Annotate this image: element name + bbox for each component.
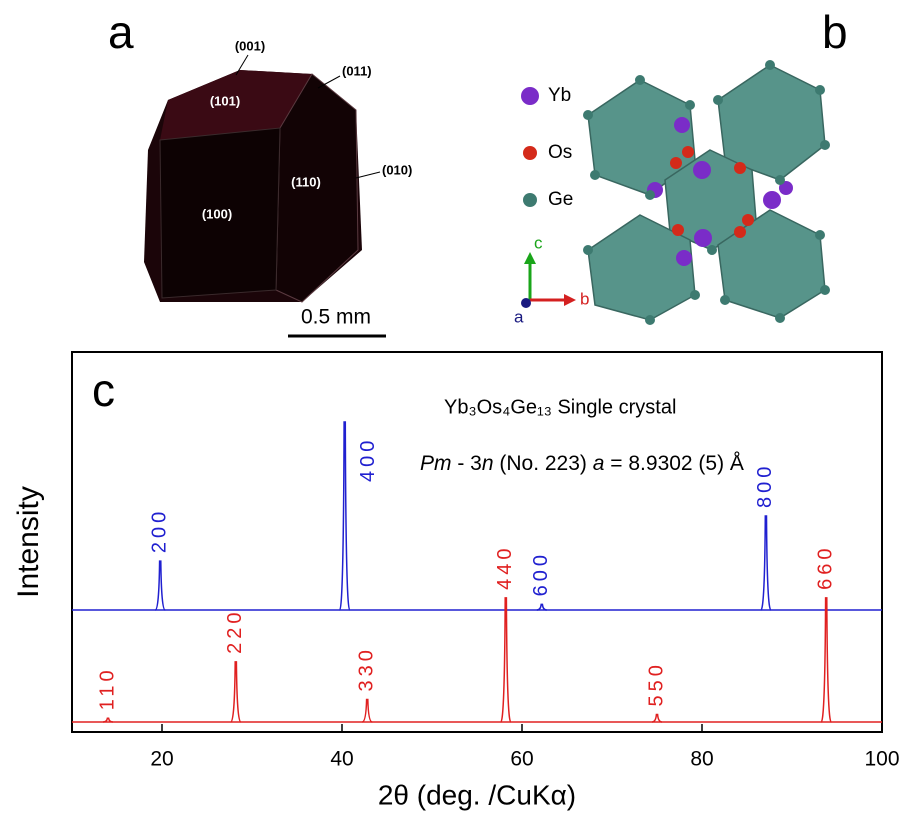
text: (No. 223)	[494, 452, 593, 475]
peak-label: 200	[148, 508, 170, 553]
peak	[361, 698, 373, 723]
text: Pm	[420, 452, 452, 475]
peak	[154, 560, 166, 611]
axis-label: c	[534, 233, 543, 252]
peak-label: 660	[814, 545, 836, 590]
peak-label: 600	[530, 551, 552, 596]
leader	[317, 75, 341, 89]
peak-label: 330	[355, 646, 377, 691]
panel-b: b c b a Yb Os Ge	[514, 6, 848, 326]
facet	[160, 70, 312, 140]
facet-label: (010)	[382, 162, 412, 177]
peak-label: 440	[494, 545, 516, 590]
facet-label: (100)	[202, 206, 232, 221]
legend-marker	[523, 193, 537, 207]
panel-letter: c	[92, 364, 115, 416]
peak-label: 400	[357, 437, 379, 482]
x-tick-label: 100	[864, 748, 899, 771]
x-axis-label: 2θ (deg. /CuKα)	[378, 779, 576, 810]
facet-label: (101)	[210, 93, 240, 108]
legend-label: Yb	[548, 85, 571, 106]
annotation: Yb₃Os₄Ge₁₃ Single crystal	[444, 396, 676, 418]
plot-frame	[71, 351, 883, 733]
arrowhead	[524, 252, 536, 264]
text: - 3	[452, 452, 482, 475]
facet-label: (011)	[342, 63, 372, 78]
panel-a: a (001) (011) (101) (110) (010) (100) 0.…	[108, 6, 412, 338]
scale-bar-label: 0.5 mm	[301, 306, 371, 329]
x-tick-label: 40	[330, 748, 353, 771]
x-tick-label: 20	[150, 748, 173, 771]
axis-label: b	[580, 289, 589, 308]
peak	[102, 717, 114, 723]
y-axis-label: Intensity	[12, 486, 45, 598]
axis-label: a	[514, 307, 524, 326]
facet-label: (110)	[291, 174, 321, 189]
facet	[159, 127, 281, 299]
peak-label: 110	[96, 666, 118, 710]
arrowhead	[564, 294, 576, 306]
peak	[500, 597, 512, 723]
leader	[235, 54, 249, 76]
peak	[536, 603, 547, 611]
legend-label: Ge	[548, 189, 573, 210]
leader	[355, 171, 381, 179]
panel-letter: b	[822, 6, 848, 58]
lattice-annotation: Pm - 3n (No. 223) a = 8.9302 (5) Å	[420, 452, 744, 475]
panel-letter: a	[108, 6, 134, 58]
legend-marker	[523, 146, 537, 160]
text: = 8.9302 (5) Å	[604, 452, 744, 475]
peak	[230, 661, 242, 723]
peak-label: 550	[645, 661, 667, 706]
peak-label: 800	[754, 463, 776, 508]
axis-dot	[521, 298, 531, 308]
facet-label: (001)	[235, 38, 265, 53]
peak	[651, 713, 663, 723]
x-tick-label: 80	[690, 748, 713, 771]
peak	[760, 515, 772, 611]
peak	[338, 421, 351, 611]
text: a	[593, 452, 605, 475]
peak	[820, 597, 832, 723]
peak-label: 220	[224, 608, 246, 653]
legend-label: Os	[548, 142, 572, 163]
legend-marker	[521, 87, 539, 105]
x-tick-label: 60	[510, 748, 533, 771]
text: n	[482, 452, 494, 475]
